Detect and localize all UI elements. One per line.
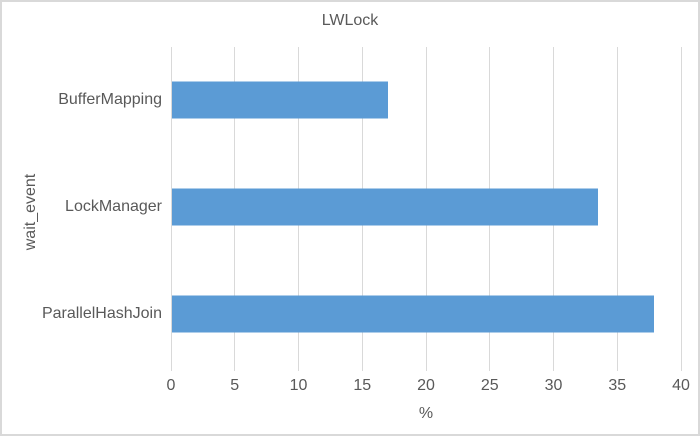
x-tick-mark <box>361 367 363 371</box>
bar-buffermapping <box>172 81 389 119</box>
x-tick-label: 30 <box>544 377 563 394</box>
gridline <box>680 47 682 367</box>
x-tick-mark <box>680 367 682 371</box>
category-label-buffermapping: BufferMapping <box>58 91 162 109</box>
plot-area <box>170 47 682 367</box>
x-tick-mark <box>489 367 491 371</box>
chart-title: LWLock <box>321 12 379 29</box>
x-tick-mark <box>425 367 427 371</box>
x-tick-label: 0 <box>166 377 176 394</box>
x-tick-mark <box>616 367 618 371</box>
x-tick-label: 40 <box>672 377 690 394</box>
x-tick-label: 25 <box>480 377 499 394</box>
x-tick-label: 20 <box>417 377 435 394</box>
x-axis-title: % <box>418 405 434 422</box>
bars <box>172 47 681 367</box>
x-tick-mark <box>234 367 236 371</box>
x-tick-label: 10 <box>289 377 308 394</box>
x-tick-mark <box>170 367 172 371</box>
x-tick-mark <box>298 367 299 371</box>
x-tick-label: 5 <box>230 377 240 394</box>
bar-parallelhashjoin <box>172 295 655 333</box>
x-tick-label: 15 <box>353 377 372 394</box>
category-label-parallelhashjoin: ParallelHashJoin <box>41 304 162 322</box>
bar-lockmanager <box>172 188 599 226</box>
gridline <box>170 47 172 367</box>
x-tick-labels: 0 5 10 15 20 25 30 35 40 <box>167 377 690 395</box>
x-tick-marks <box>170 367 682 372</box>
category-axis-labels: BufferMapping LockManager ParallelHashJoin <box>2 47 162 367</box>
x-tick-mark <box>553 367 554 371</box>
x-tick-label: 35 <box>608 377 627 394</box>
category-label-lockmanager: LockManager <box>65 198 162 215</box>
gridline <box>616 47 618 367</box>
